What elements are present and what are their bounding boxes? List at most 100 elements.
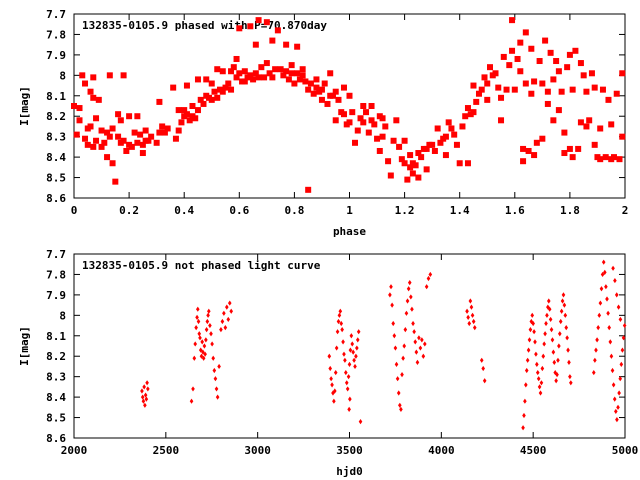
data-point [475, 90, 482, 97]
data-point [545, 312, 549, 318]
data-point [568, 374, 572, 380]
data-point [255, 74, 262, 81]
data-point [536, 376, 541, 382]
data-point [93, 115, 100, 122]
y-tick-label: 8.3 [46, 131, 66, 144]
data-point [409, 294, 413, 300]
data-point [612, 396, 617, 402]
data-point [202, 343, 207, 349]
data-point [219, 327, 223, 333]
data-point [569, 86, 576, 93]
data-point [528, 327, 533, 333]
y-axis-label: I[mag] [18, 86, 31, 126]
data-point [409, 170, 416, 177]
data-point [544, 320, 548, 327]
data-point [622, 322, 627, 329]
data-point [353, 363, 357, 370]
data-point [546, 304, 550, 310]
data-point [445, 119, 452, 126]
data-point [611, 265, 615, 271]
data-point [200, 100, 207, 107]
data-point [400, 372, 404, 378]
data-point [228, 68, 235, 75]
data-point [407, 152, 414, 159]
data-point [599, 86, 606, 93]
data-point [412, 329, 416, 335]
data-point [208, 322, 212, 329]
data-point [596, 325, 600, 331]
data-point [333, 369, 338, 376]
data-point [346, 119, 353, 126]
data-point [247, 72, 254, 79]
data-point [217, 363, 221, 370]
data-point [530, 312, 535, 318]
y-axis-label: I[mag] [18, 326, 31, 366]
data-point [591, 84, 598, 91]
data-point [285, 76, 292, 83]
x-tick-label: 2000 [61, 444, 88, 457]
y-tick-label: 8 [59, 69, 66, 82]
data-point [566, 51, 573, 58]
data-point [255, 17, 262, 24]
data-point [90, 94, 97, 101]
data-point [208, 96, 215, 103]
data-point [484, 96, 491, 103]
data-point [283, 41, 290, 48]
data-point [426, 275, 431, 282]
data-point [192, 115, 199, 122]
data-point [616, 304, 621, 310]
data-point [550, 337, 555, 343]
data-point [563, 312, 568, 318]
data-point [189, 103, 196, 109]
data-point [142, 384, 146, 390]
data-point [611, 382, 616, 388]
data-point [183, 111, 190, 118]
data-point [520, 158, 527, 165]
data-point [562, 302, 567, 308]
data-point [153, 139, 160, 146]
data-point [391, 320, 396, 327]
data-point [514, 55, 521, 62]
data-point [522, 29, 529, 36]
data-point [213, 376, 218, 382]
data-point [415, 174, 422, 181]
data-point [357, 115, 364, 122]
data-point [537, 384, 542, 390]
x-tick-label: 0.2 [119, 204, 139, 217]
data-point [344, 380, 349, 386]
data-point [183, 82, 190, 89]
data-point [606, 310, 610, 316]
data-point [517, 68, 524, 75]
data-point [414, 349, 419, 355]
data-point [479, 357, 484, 363]
data-point [241, 78, 248, 85]
data-point [214, 386, 219, 392]
data-point [521, 425, 525, 431]
x-axis-label: phase [333, 225, 366, 238]
data-point [561, 129, 568, 136]
data-point [228, 86, 235, 93]
data-point [104, 154, 111, 161]
data-point [561, 150, 568, 157]
data-point [393, 345, 398, 351]
data-point [349, 109, 356, 116]
data-point [417, 335, 421, 341]
data-point [544, 88, 551, 95]
data-point [618, 376, 623, 382]
data-point [346, 92, 353, 99]
data-point [428, 271, 433, 278]
data-point [572, 47, 579, 54]
data-point [87, 88, 94, 95]
data-point [189, 398, 194, 404]
data-point [487, 64, 494, 71]
data-point [109, 125, 116, 132]
data-point [539, 135, 546, 142]
data-point [360, 103, 367, 109]
data-point [215, 394, 220, 400]
data-point [144, 396, 149, 402]
data-point [599, 286, 604, 292]
data-point [363, 109, 370, 116]
data-point [334, 345, 339, 351]
data-point [355, 337, 360, 343]
data-point [345, 386, 350, 392]
